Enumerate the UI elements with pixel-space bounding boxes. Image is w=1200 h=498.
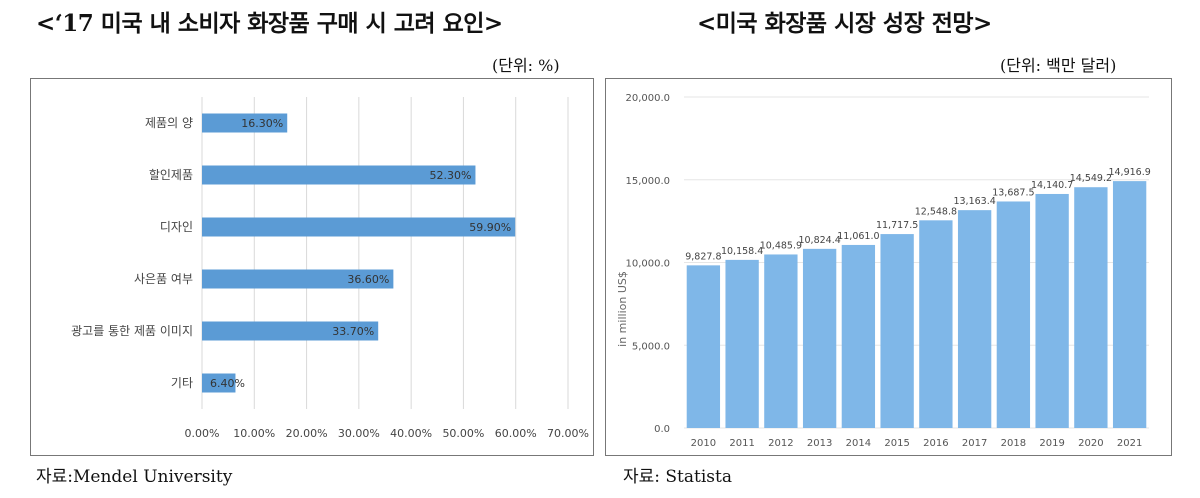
- value-label: 10,158.4: [721, 246, 763, 257]
- x-tick-label: 2019: [1039, 438, 1064, 449]
- category-label: 할인제품: [149, 168, 193, 182]
- bar: [957, 210, 992, 428]
- left-source-note: 자료:Mendel University: [36, 467, 233, 487]
- value-label: 9,827.8: [685, 251, 721, 262]
- x-tick-label: 2020: [1078, 438, 1103, 449]
- category-label: 사은품 여부: [134, 272, 193, 286]
- category-label: 제품의 양: [145, 116, 193, 130]
- category-label: 기타: [171, 376, 193, 390]
- y-tick-label: 0.0: [654, 424, 670, 435]
- x-tick-label: 70.00%: [547, 427, 589, 440]
- right-source-note: 자료: Statista: [623, 467, 732, 487]
- bar: [686, 265, 721, 428]
- bar: [802, 248, 837, 428]
- x-tick-label: 2018: [1001, 438, 1026, 449]
- right-chart-panel: 0.0 5,000.0 10,000.0 15,000.0 20,000.0 in mil…: [605, 78, 1172, 456]
- x-tick-label: 2021: [1117, 438, 1142, 449]
- value-label: 13,687.5: [992, 187, 1034, 198]
- category-label: 디자인: [160, 220, 193, 234]
- value-label: 36.60%: [347, 273, 389, 286]
- x-tick-label: 20.00%: [286, 427, 328, 440]
- bar: [919, 220, 953, 428]
- value-label: 59.90%: [469, 221, 511, 234]
- bar: [202, 373, 236, 393]
- x-tick-label: 0.00%: [185, 427, 220, 440]
- y-tick-label: 15,000.0: [625, 176, 670, 187]
- bar: [841, 244, 876, 428]
- y-axis-label: in million US$: [616, 271, 629, 347]
- right-unit-label: (단위: 백만 달러): [1000, 56, 1117, 75]
- bar: [725, 259, 759, 428]
- value-label: 33.70%: [332, 325, 374, 338]
- bar: [202, 321, 379, 341]
- value-label: 11,717.5: [876, 220, 918, 231]
- value-label: 14,140.7: [1031, 180, 1073, 191]
- left-chart-panel: 0.00% 10.00% 20.00% 30.00% 40.00% 50.00% 60.00…: [30, 78, 594, 456]
- x-tick-label: 40.00%: [390, 427, 432, 440]
- x-tick-label: 2011: [729, 438, 754, 449]
- x-tick-label: 2017: [962, 438, 987, 449]
- value-label: 10,824.4: [798, 235, 840, 246]
- bar: [880, 234, 914, 428]
- value-label: 11,061.0: [837, 231, 879, 242]
- x-tick-label: 2015: [884, 438, 909, 449]
- bar: [1112, 181, 1147, 428]
- bar: [202, 165, 476, 185]
- value-label: 13,163.4: [953, 196, 995, 207]
- category-label: 광고를 통한 제품 이미지: [71, 324, 193, 338]
- bar: [996, 201, 1031, 428]
- market-growth-chart: 0.0 5,000.0 10,000.0 15,000.0 20,000.0 in mil…: [616, 93, 1151, 449]
- x-tick-label: 10.00%: [233, 427, 275, 440]
- bar: [202, 269, 394, 289]
- left-chart-title: <‘17 미국 내 소비자 화장품 구매 시 고려 요인>: [36, 10, 503, 37]
- value-label: 16.30%: [241, 117, 283, 130]
- bar: [1074, 187, 1108, 428]
- value-label: 52.30%: [430, 169, 472, 182]
- x-tick-label: 2012: [768, 438, 793, 449]
- x-tick-label: 2014: [846, 438, 871, 449]
- x-tick-label: 50.00%: [442, 427, 484, 440]
- value-label: 6.40%: [210, 377, 245, 390]
- x-tick-label: 2013: [807, 438, 832, 449]
- bar: [202, 113, 288, 133]
- y-tick-label: 20,000.0: [625, 93, 670, 104]
- left-unit-label: (단위: %): [492, 56, 560, 75]
- bar: [202, 217, 516, 237]
- x-tick-label: 2010: [691, 438, 716, 449]
- value-label: 12,548.8: [915, 206, 957, 217]
- bar: [1035, 193, 1069, 428]
- y-tick-label: 10,000.0: [625, 259, 670, 270]
- consideration-factors-chart: 0.00% 10.00% 20.00% 30.00% 40.00% 50.00% 60.00…: [71, 97, 589, 440]
- value-label: 14,549.2: [1070, 173, 1112, 184]
- x-tick-label: 2016: [923, 438, 948, 449]
- value-label: 14,916.9: [1108, 167, 1150, 178]
- x-tick-label: 30.00%: [338, 427, 380, 440]
- y-tick-label: 5,000.0: [632, 341, 670, 352]
- bar: [764, 254, 798, 428]
- value-label: 10,485.9: [760, 240, 802, 251]
- right-chart-title: <미국 화장품 시장 성장 전망>: [697, 10, 992, 37]
- x-tick-label: 60.00%: [495, 427, 537, 440]
